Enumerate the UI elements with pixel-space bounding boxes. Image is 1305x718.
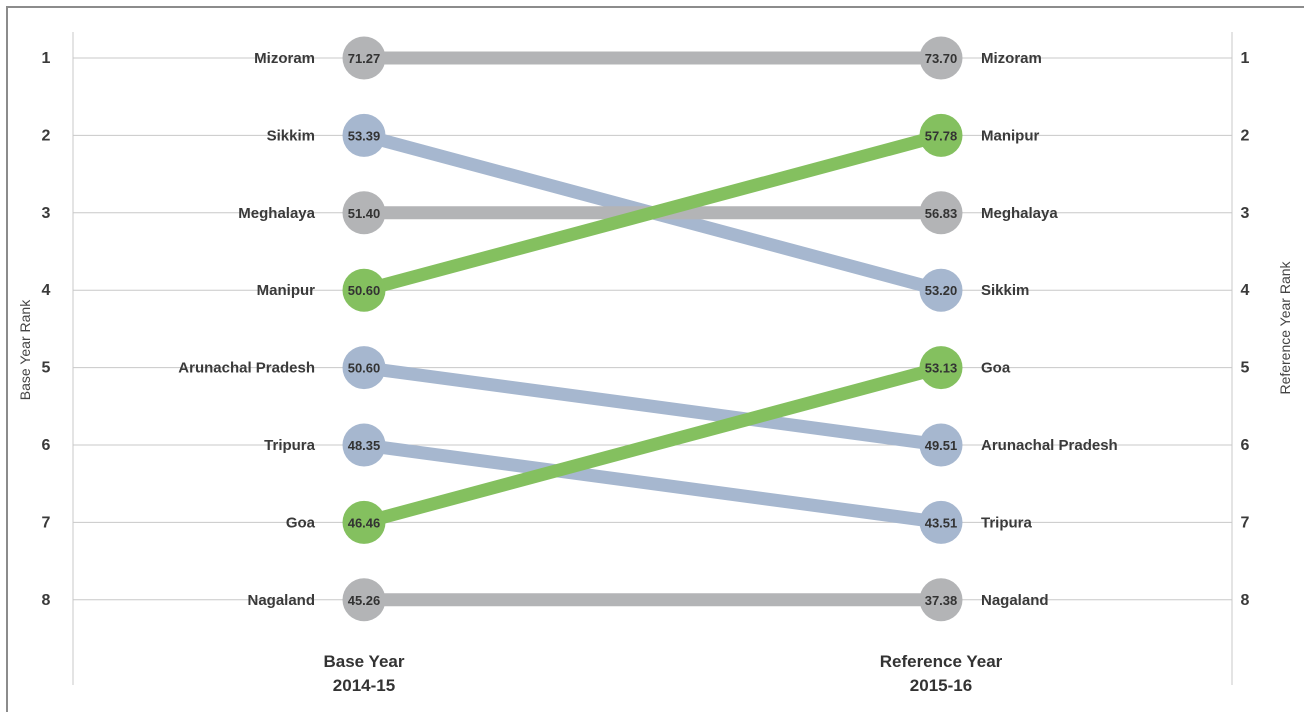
reference-name-manipur: Manipur <box>981 127 1039 144</box>
right-rank-label-8: 8 <box>1241 592 1250 609</box>
slope-line-arunachal-pradesh <box>364 368 941 445</box>
base-name-arunachal-pradesh: Arunachal Pradesh <box>178 360 315 377</box>
base-value-meghalaya: 51.40 <box>348 206 381 221</box>
reference-value-tripura: 43.51 <box>925 515 958 530</box>
right-rank-label-7: 7 <box>1241 514 1250 531</box>
left-rank-label-8: 8 <box>42 592 51 609</box>
base-year-subtitle: 2014-15 <box>333 676 395 695</box>
base-value-nagaland: 45.26 <box>348 593 381 608</box>
slope-lines <box>364 58 941 600</box>
base-name-goa: Goa <box>286 514 316 531</box>
reference-value-goa: 53.13 <box>925 361 958 376</box>
right-rank-label-4: 4 <box>1241 282 1250 299</box>
right-rank-label-6: 6 <box>1241 437 1250 454</box>
reference-name-goa: Goa <box>981 360 1011 377</box>
reference-value-sikkim: 53.20 <box>925 283 958 298</box>
right-rank-label-2: 2 <box>1241 127 1250 144</box>
right-rank-label-5: 5 <box>1241 360 1250 377</box>
base-name-sikkim: Sikkim <box>267 127 315 144</box>
base-value-manipur: 50.60 <box>348 283 381 298</box>
right-rank-label-1: 1 <box>1241 50 1250 67</box>
reference-value-nagaland: 37.38 <box>925 593 958 608</box>
left-rank-label-5: 5 <box>42 360 51 377</box>
base-name-tripura: Tripura <box>264 437 316 454</box>
base-name-manipur: Manipur <box>257 282 315 299</box>
reference-value-mizoram: 73.70 <box>925 51 958 66</box>
reference-value-arunachal-pradesh: 49.51 <box>925 438 958 453</box>
base-name-meghalaya: Meghalaya <box>238 205 315 222</box>
right-rank-label-3: 3 <box>1241 205 1250 222</box>
reference-year-subtitle: 2015-16 <box>910 676 972 695</box>
reference-name-mizoram: Mizoram <box>981 50 1042 67</box>
base-value-goa: 46.46 <box>348 515 381 530</box>
right-axis-label: Reference Year Rank <box>1277 260 1293 394</box>
left-rank-label-2: 2 <box>42 127 51 144</box>
base-value-arunachal-pradesh: 50.60 <box>348 361 381 376</box>
left-rank-label-1: 1 <box>42 50 51 67</box>
reference-name-meghalaya: Meghalaya <box>981 205 1058 222</box>
base-value-mizoram: 71.27 <box>348 51 381 66</box>
reference-name-tripura: Tripura <box>981 514 1033 531</box>
markers <box>343 37 963 622</box>
base-value-tripura: 48.35 <box>348 438 381 453</box>
reference-year-title: Reference Year <box>880 652 1003 671</box>
base-year-title: Base Year <box>324 652 405 671</box>
base-name-mizoram: Mizoram <box>254 50 315 67</box>
left-rank-label-4: 4 <box>42 282 51 299</box>
reference-name-arunachal-pradesh: Arunachal Pradesh <box>981 437 1118 454</box>
labels: 1 1 2 2 3 3 4 4 5 5 6 6 7 7 8 8 71.27 73.70 Mizoram Mizoram… <box>42 50 1250 609</box>
left-axis-label: Base Year Rank <box>17 299 33 400</box>
reference-value-manipur: 57.78 <box>925 128 958 143</box>
left-rank-label-3: 3 <box>42 205 51 222</box>
base-value-sikkim: 53.39 <box>348 128 381 143</box>
slope-line-tripura <box>364 445 941 522</box>
reference-name-nagaland: Nagaland <box>981 592 1049 609</box>
reference-value-meghalaya: 56.83 <box>925 206 958 221</box>
reference-name-sikkim: Sikkim <box>981 282 1029 299</box>
left-rank-label-6: 6 <box>42 437 51 454</box>
left-rank-label-7: 7 <box>42 514 51 531</box>
base-name-nagaland: Nagaland <box>247 592 315 609</box>
gridlines <box>73 58 1232 600</box>
